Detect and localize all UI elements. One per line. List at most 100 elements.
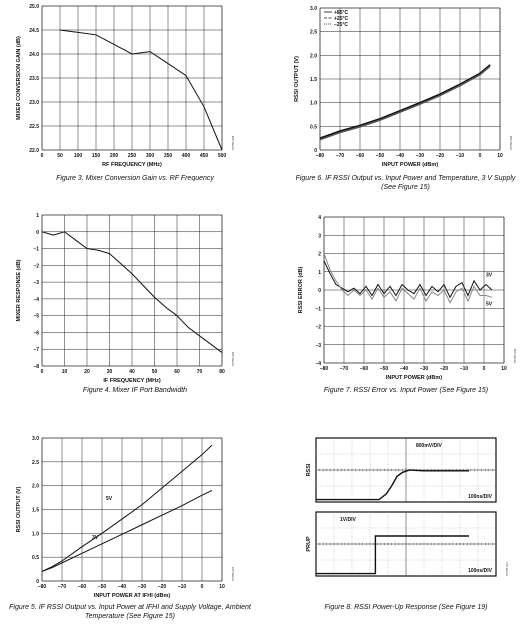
fig3-xtick-label: 300 bbox=[146, 153, 155, 159]
fig8-top-time-label: 100ns/DIV bbox=[468, 494, 493, 500]
chart-fig7: –80 –70 –60 –50 –40 –30 –20 –10 0 10 –4 –3 –2 –1 0 1 2 3 4… bbox=[266, 205, 531, 410]
fig3-ylabel: MIXER CONVERSION GAIN (dB) bbox=[16, 36, 22, 120]
fig6-series-line-2 bbox=[319, 65, 491, 141]
fig3-xtick-label: 150 bbox=[92, 153, 101, 159]
caption-fig4: Figure 4. Mixer IF Port Bandwidth bbox=[82, 387, 188, 394]
fig4-ytick-label: –8 bbox=[33, 364, 39, 370]
fig5-ylabel: RSSI OUTPUT (V) bbox=[16, 486, 22, 532]
fig8-figure-code: 07655-011 bbox=[505, 562, 509, 576]
fig7-ytick-label: 3 bbox=[318, 233, 321, 239]
fig4-ytick-label: –4 bbox=[33, 297, 39, 303]
fig3-ytick-label: 24.0 bbox=[29, 52, 39, 58]
fig5-xtick-label: –30 bbox=[138, 584, 147, 590]
fig7-xtick-label: –60 bbox=[360, 366, 369, 372]
fig7-series-line-1 bbox=[323, 253, 493, 304]
fig3-ytick-label: 25.0 bbox=[29, 4, 39, 10]
chart-fig4-plot: 0 10 20 30 40 50 60 70 80 –8 –7 –6 –5 –4 –3 –2 –1 0 1 IF FR… bbox=[16, 213, 235, 384]
fig6-xtick-label: –80 bbox=[316, 153, 325, 159]
caption-fig7: Figure 7. RSSI Error vs. Input Power (Se… bbox=[323, 387, 489, 394]
fig5-series-line-0 bbox=[41, 444, 213, 572]
fig5-ytick-label: 3.0 bbox=[32, 436, 39, 442]
fig6-xtick-label: 10 bbox=[497, 153, 503, 159]
chart-fig6-plot: –80 –70 –60 –50 –40 –30 –20 –10 0 10 0 0.5 1.0 1.5 2.0… bbox=[294, 6, 513, 168]
fig3-xtick-label: 50 bbox=[57, 153, 63, 159]
fig7-xtick-label: 10 bbox=[501, 366, 507, 372]
fig6-xlabel: INPUT POWER (dBm) bbox=[382, 162, 438, 168]
fig4-xtick-label: 70 bbox=[197, 369, 203, 375]
chart-fig6: –80 –70 –60 –50 –40 –30 –20 –10 0 10 0 0.5 1.0 1.5 2.0… bbox=[266, 0, 531, 200]
fig7-series-label-5v: 5V bbox=[486, 302, 493, 308]
fig7-xtick-label: –80 bbox=[320, 366, 329, 372]
fig4-ylabel: MIXER RESPONSE (dB) bbox=[16, 259, 22, 321]
fig3-ytick-label: 23.0 bbox=[29, 100, 39, 106]
fig5-ytick-label: 0 bbox=[36, 579, 39, 585]
fig8-bottom-trace bbox=[316, 535, 469, 575]
fig7-ytick-label: 1 bbox=[318, 270, 321, 276]
chart-fig8: 800mV/DIV 100ns/DIV RSSI 1V/DIV 100ns/DIV PRU… bbox=[266, 425, 531, 631]
fig4-xtick-label: 30 bbox=[107, 369, 113, 375]
fig3-xtick-label: 0 bbox=[41, 153, 44, 159]
fig3-xtick-label: 450 bbox=[200, 153, 209, 159]
fig6-ytick-label: 2.5 bbox=[310, 30, 317, 36]
fig3-xtick-label: 400 bbox=[182, 153, 191, 159]
fig6-xtick-label: –70 bbox=[336, 153, 345, 159]
fig6-figure-code: 07655-008 bbox=[509, 135, 513, 150]
fig8-bottom-ylabel: PRUP bbox=[306, 536, 312, 552]
fig5-xtick-label: –60 bbox=[78, 584, 87, 590]
fig7-series-line-0 bbox=[323, 260, 493, 299]
chart-fig5-plot: –80 –70 –60 –50 –40 –30 –20 –10 0 10 0 0.5 1.0 1.5 2.0… bbox=[16, 436, 235, 599]
fig7-xtick-label: –40 bbox=[400, 366, 409, 372]
fig5-xtick-label: 0 bbox=[201, 584, 204, 590]
fig7-xtick-label: –20 bbox=[440, 366, 449, 372]
fig7-ylabel: RSSI ERROR (dB) bbox=[298, 266, 304, 313]
caption-fig3: Figure 3. Mixer Conversion Gain vs. RF F… bbox=[56, 175, 214, 182]
chart-fig4: 0 10 20 30 40 50 60 70 80 –8 –7 –6 –5 –4 –3 –2 –1 0 1 IF FR… bbox=[0, 205, 265, 405]
fig4-xtick-label: 0 bbox=[41, 369, 44, 375]
chart-fig7-plot: –80 –70 –60 –50 –40 –30 –20 –10 0 10–4–3–2–101234… bbox=[298, 215, 517, 381]
fig3-ytick-label: 23.5 bbox=[29, 76, 39, 82]
fig7-series-label-3v: 3V bbox=[486, 272, 493, 278]
fig3-xlabel: RF FREQUENCY (MHz) bbox=[102, 162, 162, 168]
fig7-xtick-label: –30 bbox=[420, 366, 429, 372]
fig3-ytick-label: 22.5 bbox=[29, 124, 39, 130]
fig3-xtick-label: 200 bbox=[110, 153, 119, 159]
fig4-ytick-label: 0 bbox=[36, 230, 39, 236]
caption-fig5: Figure 5. IF RSSI Output vs. Input Power… bbox=[9, 604, 251, 620]
fig6-xtick-label: –10 bbox=[456, 153, 465, 159]
fig4-figure-code: 07655-006 bbox=[231, 351, 235, 366]
fig4-ytick-label: –7 bbox=[33, 347, 39, 353]
fig3-xtick-label: 500 bbox=[218, 153, 227, 159]
fig7-xtick-label: –50 bbox=[380, 366, 389, 372]
fig4-xtick-label: 80 bbox=[219, 369, 225, 375]
fig5-ytick-label: 2.5 bbox=[32, 460, 39, 466]
fig7-ytick-label: 4 bbox=[318, 215, 321, 221]
fig5-ytick-label: 2.0 bbox=[32, 484, 39, 490]
fig8-top-scale-label: 800mV/DIV bbox=[416, 443, 443, 449]
fig6-ytick-label: 0 bbox=[314, 148, 317, 154]
fig3-xtick-label: 350 bbox=[164, 153, 173, 159]
fig4-xtick-label: 50 bbox=[152, 369, 158, 375]
fig5-series-label-5v: 5V bbox=[106, 496, 113, 502]
fig6-ytick-label: 0.5 bbox=[310, 124, 317, 130]
fig6-ytick-label: 1.5 bbox=[310, 77, 317, 83]
chart-fig3-plot: 0 50 100 150 200 250 300 350 400 450 500 22.0 22.5 23… bbox=[16, 4, 235, 168]
fig6-legend-label: +85°C bbox=[334, 10, 348, 16]
fig5-xtick-label: –10 bbox=[178, 584, 187, 590]
fig7-ytick-label: 2 bbox=[318, 252, 321, 258]
chart-fig3: 0 50 100 150 200 250 300 350 400 450 500 22.0 22.5 23… bbox=[0, 0, 265, 195]
fig6-xtick-label: –30 bbox=[416, 153, 425, 159]
fig5-xtick-label: –20 bbox=[158, 584, 167, 590]
fig4-xtick-label: 10 bbox=[62, 369, 68, 375]
fig5-series-label-3v: 3V bbox=[92, 535, 99, 541]
fig4-ytick-label: –3 bbox=[33, 280, 39, 286]
chart-fig5: –80 –70 –60 –50 –40 –30 –20 –10 0 10 0 0.5 1.0 1.5 2.0… bbox=[0, 425, 265, 631]
fig4-xtick-label: 60 bbox=[174, 369, 180, 375]
fig7-ytick-label: –1 bbox=[315, 306, 321, 312]
fig5-xtick-label: –50 bbox=[98, 584, 107, 590]
fig4-xlabel: IF FREQUENCY (MHz) bbox=[103, 378, 161, 384]
fig6-xtick-label: 0 bbox=[479, 153, 482, 159]
fig5-xtick-label: 10 bbox=[219, 584, 225, 590]
fig3-xtick-label: 100 bbox=[74, 153, 83, 159]
fig6-ytick-label: 3.0 bbox=[310, 6, 317, 12]
fig5-series-line-1 bbox=[41, 489, 213, 572]
